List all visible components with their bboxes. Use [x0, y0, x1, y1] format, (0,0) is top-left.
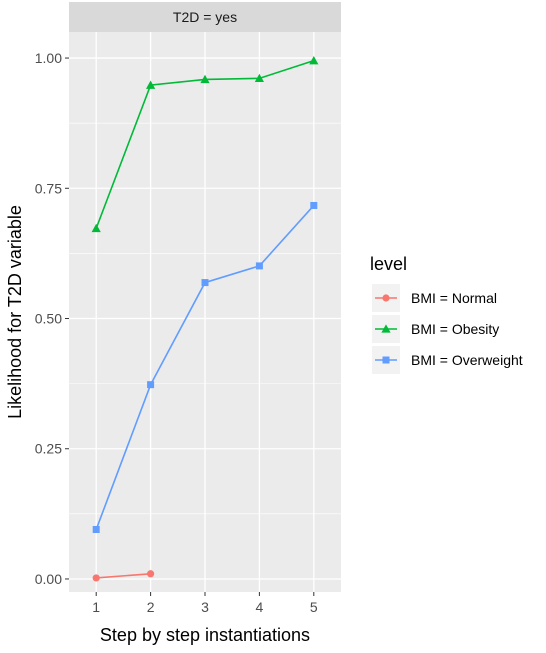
legend-key-marker-normal	[382, 294, 390, 302]
data-point-obesity	[200, 74, 210, 84]
data-point-overweight	[201, 279, 209, 287]
legend-label-overweight: BMI = Overweight	[411, 352, 523, 368]
axes: 0.00 0.25 0.50 0.75 1.00 1 2 3 4 5	[35, 50, 318, 615]
x-tick-label: 4	[256, 599, 264, 615]
data-point-overweight	[310, 201, 318, 209]
data-point-normal	[147, 570, 155, 578]
y-tick-label: 0.00	[35, 571, 62, 587]
y-tick-label: 0.75	[35, 180, 62, 196]
data-point-overweight	[92, 525, 100, 533]
data-point-obesity	[91, 223, 101, 233]
legend-label-normal: BMI = Normal	[411, 290, 497, 306]
facet-strip-label: T2D = yes	[173, 9, 237, 25]
x-axis-title: Step by step instantiations	[100, 625, 310, 645]
legend-label-obesity: BMI = Obesity	[411, 321, 499, 337]
data-point-obesity	[309, 56, 319, 65]
series-line-normal	[96, 572, 151, 579]
y-tick-label: 0.50	[35, 311, 62, 327]
legend-key-marker-overweight	[382, 356, 390, 364]
x-tick-label: 3	[201, 599, 209, 615]
legend: level BMI = Normal BMI = Obesity BMI = Ove…	[370, 254, 523, 374]
x-tick-label: 2	[147, 599, 155, 615]
data-point-overweight	[255, 262, 263, 270]
x-tick-label: 1	[92, 599, 100, 615]
data-point-normal	[92, 574, 100, 582]
legend-title: level	[370, 254, 407, 274]
legend-key-marker-obesity	[381, 324, 391, 333]
facet-strip	[69, 2, 341, 32]
gridlines	[69, 32, 341, 592]
series-layer	[91, 56, 319, 582]
data-point-overweight	[147, 381, 155, 389]
data-point-obesity	[254, 73, 264, 83]
data-point-obesity	[146, 80, 156, 89]
y-tick-label: 1.00	[35, 50, 62, 66]
y-axis-title: Likelihood for T2D variable	[5, 205, 25, 419]
y-tick-label: 0.25	[35, 441, 62, 457]
x-tick-label: 5	[310, 599, 318, 615]
